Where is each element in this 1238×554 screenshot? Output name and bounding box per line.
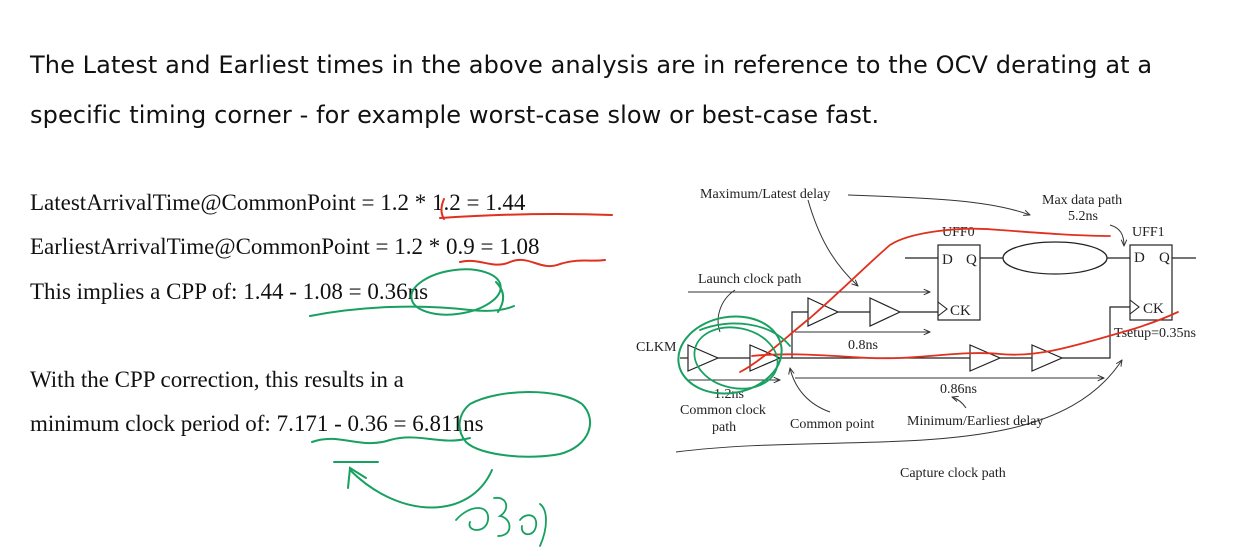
max-latest-delay-label: Maximum/Latest delay: [700, 187, 830, 202]
earliest-arrival-equation: EarliestArrivalTime@CommonPoint = 1.2 * …: [30, 234, 539, 260]
buffer-1: [687, 344, 720, 372]
uff0-pin-q: Q: [966, 252, 977, 268]
delay-12-label: 1.2ns: [714, 387, 744, 402]
uff1-pin-ck: CK: [1143, 301, 1164, 317]
buffer-5: [969, 344, 1002, 372]
max-data-path-value: 5.2ns: [1068, 209, 1098, 224]
max-data-path-label: Max data path: [1042, 193, 1122, 208]
buffer-4: [869, 297, 902, 327]
common-point-leader: [790, 368, 831, 413]
common-clock-path-label-1: Common clock: [680, 403, 766, 418]
buffer-2: [749, 344, 782, 372]
cpp-correction-line: With the CPP correction, this results in…: [30, 367, 404, 393]
delay-08-label: 0.8ns: [848, 338, 878, 353]
cpp-correction-text: With the CPP correction, this results in…: [30, 367, 404, 392]
uff1-pin-q: Q: [1159, 250, 1170, 266]
max-latest-delay-leader: [807, 199, 858, 286]
capture-clock-path-label: Capture clock path: [900, 466, 1006, 481]
delay-086-label: 0.86ns: [940, 382, 977, 397]
uff0-clock-notch: [937, 301, 948, 317]
launch-clock-path-label: Launch clock path: [698, 272, 801, 287]
buffer-6: [1031, 344, 1064, 372]
earliest-arrival-label: EarliestArrivalTime@CommonPoint =: [30, 234, 395, 259]
cpp-label: This implies a CPP of: 1.44 - 1.08 =: [30, 279, 368, 304]
min-earliest-delay-leader: [952, 397, 967, 409]
tsetup-label: Tsetup=0.35ns: [1114, 326, 1196, 341]
uff0-pin-d: D: [942, 252, 953, 268]
launch-branch-wire: [791, 311, 808, 358]
intro-line-1: The Latest and Earliest times in the abo…: [30, 51, 1153, 79]
max-data-path-leader: [847, 194, 1030, 215]
intro-line-2: specific timing corner - for example wor…: [30, 101, 880, 129]
buffer-3: [807, 297, 840, 327]
min-clock-period-equation: minimum clock period of: 7.171 - 0.36 = …: [30, 411, 484, 437]
combinational-logic-cloud: [1002, 241, 1108, 275]
uff1-clock-notch: [1129, 299, 1140, 315]
latest-arrival-label: LatestArrivalTime@CommonPoint =: [30, 190, 381, 215]
uff1-pin-d: D: [1134, 250, 1145, 266]
launch-clock-leader: [717, 289, 736, 333]
capture-clock-leader: [675, 360, 1122, 453]
uff1-label: UFF1: [1132, 225, 1165, 240]
common-clock-path-label-2: path: [712, 420, 736, 435]
min-clock-period-label: minimum clock period of: 7.171 - 0.36 =: [30, 411, 413, 436]
latest-arrival-equation: LatestArrivalTime@CommonPoint = 1.2 * 1.…: [30, 190, 525, 216]
common-point-label: Common point: [790, 417, 875, 432]
earliest-arrival-value: 1.2 * 0.9 = 1.08: [394, 234, 540, 259]
latest-arrival-value: 1.2 * 1.2 = 1.44: [380, 190, 526, 215]
uff0-label: UFF0: [942, 225, 975, 240]
intro-paragraph: The Latest and Earliest times in the abo…: [30, 40, 1220, 140]
uff0-pin-ck: CK: [950, 303, 971, 319]
min-earliest-delay-label: Minimum/Earliest delay: [907, 414, 1043, 429]
clkm-label: CLKM: [636, 340, 677, 355]
data-path-top-leader: [1109, 224, 1124, 246]
